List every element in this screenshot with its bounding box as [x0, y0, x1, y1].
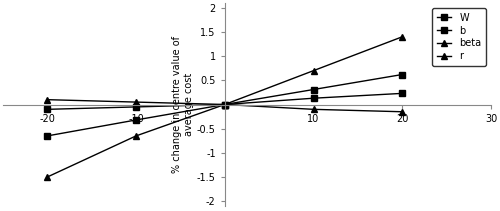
r — [44, 176, 50, 178]
b — [400, 92, 406, 95]
W — [222, 103, 228, 106]
Line: beta: beta — [44, 33, 406, 108]
beta — [400, 35, 406, 38]
b — [222, 103, 228, 106]
W — [44, 135, 50, 137]
Legend: W, b, beta, r: W, b, beta, r — [432, 8, 486, 66]
r — [310, 108, 316, 111]
W — [310, 88, 316, 91]
beta — [222, 103, 228, 106]
Line: r: r — [44, 101, 406, 181]
Line: W: W — [44, 72, 405, 139]
W — [400, 73, 406, 76]
b — [310, 97, 316, 99]
Y-axis label: % change in centre value of
average cost: % change in centre value of average cost — [172, 36, 194, 173]
b — [133, 106, 139, 108]
r — [222, 103, 228, 106]
beta — [44, 98, 50, 101]
r — [400, 111, 406, 113]
Line: b: b — [44, 91, 405, 112]
b — [44, 108, 50, 111]
r — [133, 135, 139, 137]
beta — [310, 69, 316, 72]
beta — [133, 101, 139, 103]
W — [133, 119, 139, 121]
